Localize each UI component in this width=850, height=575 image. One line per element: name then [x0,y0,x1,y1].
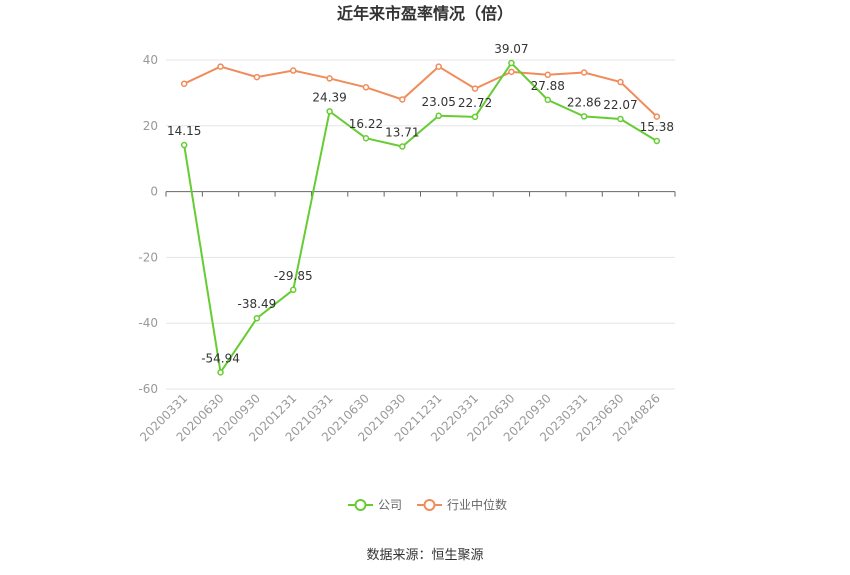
legend-item[interactable]: 公司 [348,498,402,512]
data-point [617,115,624,123]
data-point [435,63,442,70]
data-point [290,67,297,74]
data-point [362,84,370,91]
y-tick-label: 40 [143,53,158,67]
data-point [544,71,551,79]
data-point [653,113,661,120]
legend-marker [423,499,436,511]
legend-item[interactable]: 行业中位数 [417,497,507,512]
data-point [435,112,442,120]
y-tick-label: 0 [150,185,158,199]
data-point [399,143,406,150]
legend[interactable]: 公司 行业中位数 [348,497,507,512]
data-label: -54.94 [201,351,240,365]
data-point [253,314,261,322]
legend-label: 公司 [378,498,402,512]
source-note: 数据来源：恒生聚源 [366,548,483,563]
data-point [544,96,551,104]
data-point [180,80,188,87]
chart-title: 近年来市盈率情况（倍） [337,4,513,23]
data-point [290,286,297,294]
data-label: 15.38 [640,120,674,134]
data-label: 22.07 [603,98,637,112]
grid-lines [166,59,675,390]
y-axis: 40 20 0 -20 -40 -60 [138,53,158,396]
data-point [217,63,224,70]
data-point [326,108,333,115]
data-point [362,134,370,142]
legend-marker [354,499,367,511]
y-tick-label: -20 [138,250,158,264]
data-point [399,96,406,103]
data-point [180,141,188,149]
y-tick-label: 20 [143,119,158,133]
data-label: 24.39 [312,90,346,104]
data-label: 22.86 [567,95,601,109]
data-label: 16.22 [349,117,383,131]
legend-label: 行业中位数 [447,497,507,512]
data-label: 14.15 [167,124,201,138]
data-label: 23.05 [421,95,455,109]
data-label: 13.71 [385,125,419,139]
data-point [326,75,333,82]
data-point [253,73,261,81]
data-point [580,69,588,76]
data-label: 39.07 [494,42,528,56]
data-point [217,369,224,376]
series-line [183,65,658,118]
data-label: 27.88 [531,79,565,93]
data-point [508,68,515,76]
y-tick-label: -60 [138,382,158,396]
data-point [617,78,624,86]
data-point [508,59,515,67]
data-label: 22.72 [458,96,492,110]
series-line [183,61,658,376]
series-group [180,59,661,376]
y-tick-label: -40 [138,316,158,330]
data-point [471,85,479,92]
data-label: -38.49 [238,297,277,311]
x-axis: 2020033120200630202009302020123120210331… [137,191,676,444]
data-point [471,113,479,121]
data-label: -29.85 [274,269,313,283]
data-point [653,137,661,145]
data-point [580,113,588,120]
